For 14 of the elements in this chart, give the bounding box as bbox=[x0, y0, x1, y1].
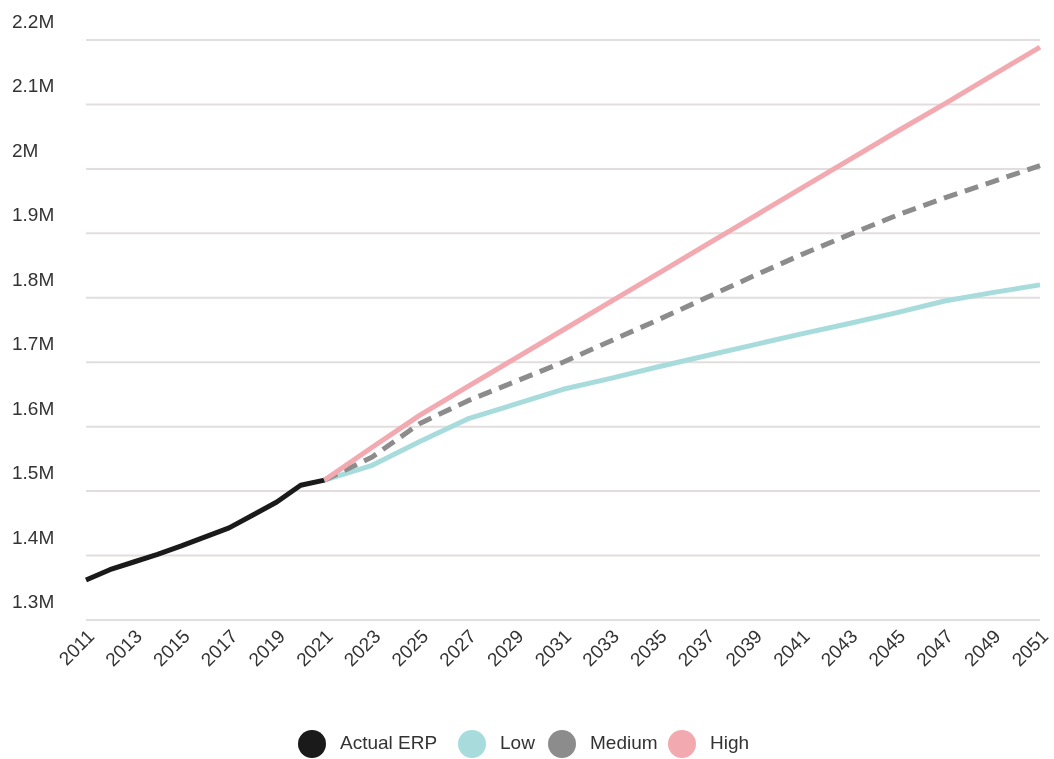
y-tick-label: 2M bbox=[12, 139, 39, 161]
y-tick-label: 1.9M bbox=[12, 204, 55, 226]
y-tick-label: 1.5M bbox=[12, 462, 55, 484]
y-tick-label: 2.1M bbox=[12, 75, 55, 97]
legend-label: High bbox=[710, 732, 750, 754]
y-tick-label: 1.3M bbox=[12, 591, 55, 612]
y-tick-label: 1.8M bbox=[12, 268, 55, 290]
y-tick-label: 1.4M bbox=[12, 526, 55, 548]
legend-label: Medium bbox=[590, 732, 658, 754]
legend-label: Low bbox=[500, 732, 536, 754]
legend-label: Actual ERP bbox=[340, 732, 438, 754]
y-tick-label: 1.7M bbox=[12, 333, 55, 355]
y-tick-label: 2.2M bbox=[12, 11, 55, 32]
y-tick-label: 1.6M bbox=[12, 397, 55, 419]
